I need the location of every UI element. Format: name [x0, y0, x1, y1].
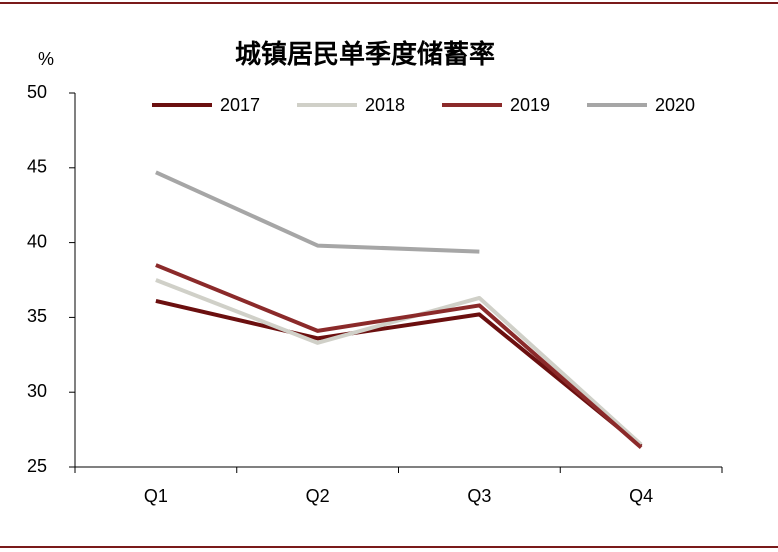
y-tick-label: 35 [27, 306, 47, 326]
x-tick-label: Q1 [144, 486, 168, 506]
x-tick-label: Q4 [629, 486, 653, 506]
y-tick-label: 45 [27, 157, 47, 177]
legend-label: 2020 [655, 95, 695, 115]
y-tick-label: 50 [27, 82, 47, 102]
series-line [155, 170, 480, 254]
y-axis-label: % [38, 49, 54, 69]
x-tick-label: Q2 [306, 486, 330, 506]
x-tick-label: Q3 [467, 486, 491, 506]
y-tick-label: 40 [27, 231, 47, 251]
series-line [155, 278, 643, 447]
series-line [155, 263, 643, 450]
series-line [155, 298, 643, 448]
chart-title: 城镇居民单季度储蓄率 [235, 39, 495, 70]
legend-label: 2017 [220, 95, 260, 115]
y-tick-label: 25 [27, 456, 47, 476]
y-tick-label: 30 [27, 381, 47, 401]
legend-label: 2019 [510, 95, 550, 115]
legend-label: 2018 [365, 95, 405, 115]
